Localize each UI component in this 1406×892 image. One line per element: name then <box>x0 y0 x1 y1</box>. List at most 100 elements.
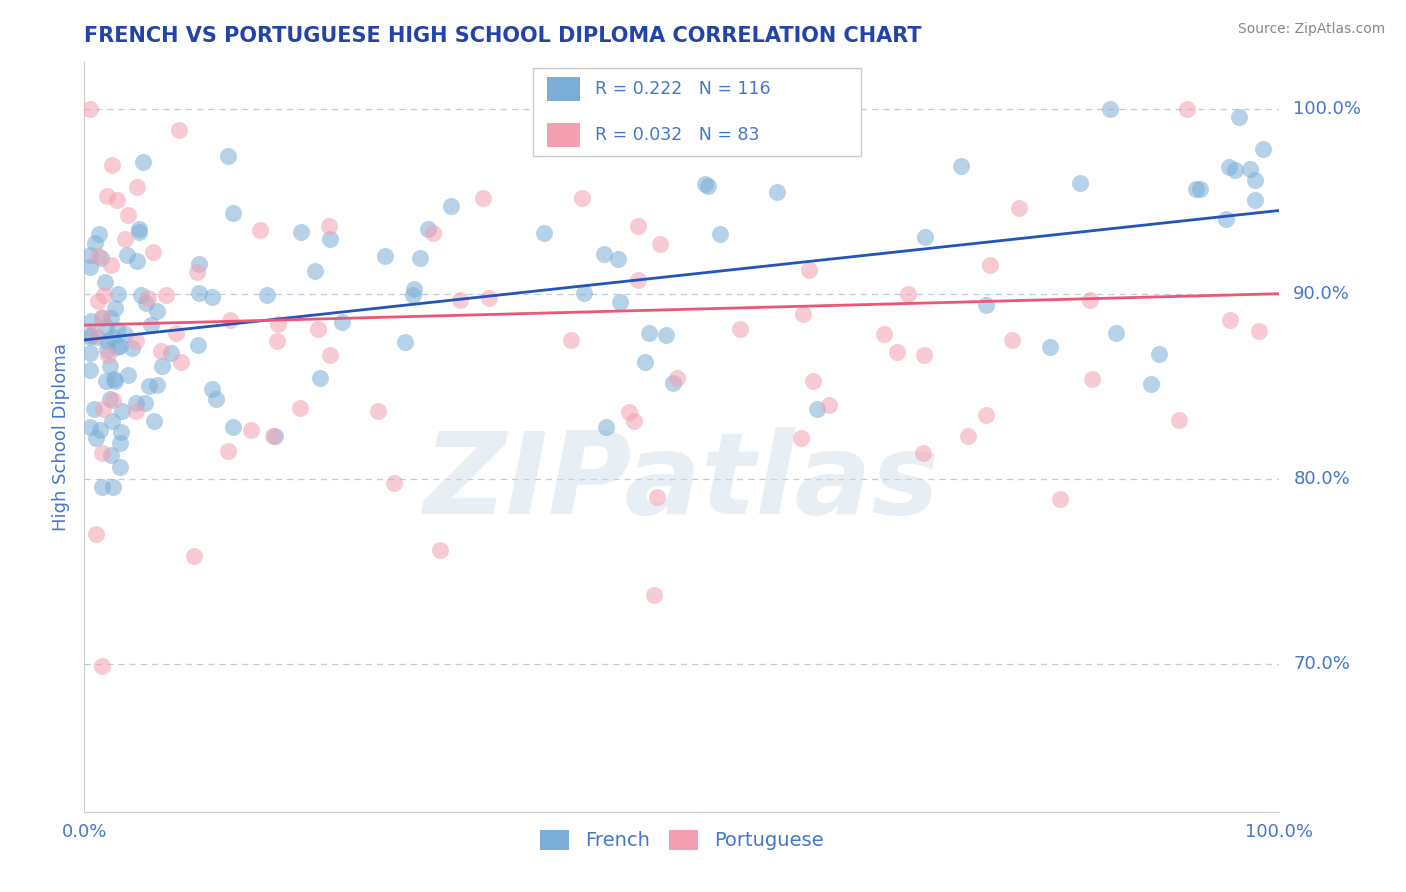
Point <box>117 248 139 262</box>
Point <box>818 398 841 412</box>
Point <box>1167 413 1189 427</box>
Point <box>128 225 150 239</box>
Point <box>111 404 134 418</box>
Point <box>1219 313 1241 327</box>
Point <box>640 102 662 116</box>
Point <box>623 102 645 116</box>
Point <box>125 334 148 349</box>
Point <box>101 413 124 427</box>
Point <box>96 319 118 334</box>
Point <box>93 288 115 302</box>
Point <box>167 122 190 136</box>
Point <box>100 448 122 462</box>
Point <box>136 291 159 305</box>
Point <box>439 198 461 212</box>
Point <box>100 258 122 272</box>
Point <box>429 542 451 557</box>
Point <box>1105 326 1128 340</box>
FancyBboxPatch shape <box>533 68 862 156</box>
Point <box>84 431 107 445</box>
Point <box>169 355 191 369</box>
Point <box>790 431 813 445</box>
Point <box>79 345 101 359</box>
Point <box>87 249 110 263</box>
Point <box>801 374 824 388</box>
Point <box>655 328 678 343</box>
Point <box>1247 324 1270 338</box>
Point <box>84 527 107 541</box>
Point <box>609 295 631 310</box>
Point <box>574 285 596 300</box>
Point <box>103 480 125 494</box>
Point <box>418 221 440 235</box>
Point <box>307 322 329 336</box>
Point <box>201 382 224 396</box>
Point <box>911 446 934 460</box>
Point <box>105 193 128 207</box>
Point <box>595 420 617 434</box>
Point <box>107 323 129 337</box>
Point <box>593 246 616 260</box>
Point <box>89 423 111 437</box>
Point <box>114 232 136 246</box>
Point <box>627 219 650 233</box>
Point <box>709 227 731 241</box>
Point <box>1253 142 1275 156</box>
Point <box>117 368 139 382</box>
Point <box>90 251 112 265</box>
Point <box>183 549 205 563</box>
Point <box>89 227 111 241</box>
Point <box>103 301 125 315</box>
Point <box>105 340 128 354</box>
Point <box>94 275 117 289</box>
Point <box>139 318 162 332</box>
Point <box>1188 182 1211 196</box>
Y-axis label: High School Diploma: High School Diploma <box>52 343 70 531</box>
Point <box>478 291 501 305</box>
Point <box>79 328 101 343</box>
Point <box>188 285 211 300</box>
Point <box>103 392 125 407</box>
Point <box>91 310 114 325</box>
Point <box>290 226 312 240</box>
Point <box>107 286 129 301</box>
Point <box>125 180 148 194</box>
Point <box>101 157 124 171</box>
Point <box>86 330 108 344</box>
Point <box>98 392 121 407</box>
Point <box>1140 376 1163 391</box>
Point <box>472 191 495 205</box>
Point <box>188 257 211 271</box>
Point <box>187 338 209 352</box>
Point <box>80 314 103 328</box>
Point <box>1175 102 1198 116</box>
Point <box>114 326 136 341</box>
Point <box>1078 293 1101 307</box>
Point <box>127 253 149 268</box>
Point <box>914 230 936 244</box>
Point <box>886 345 908 359</box>
Point <box>103 371 125 385</box>
Point <box>571 191 593 205</box>
FancyBboxPatch shape <box>547 77 581 101</box>
Point <box>1007 201 1029 215</box>
Point <box>79 363 101 377</box>
Point <box>319 348 342 362</box>
Point <box>634 355 657 369</box>
Point <box>645 491 668 505</box>
Point <box>728 322 751 336</box>
Point <box>101 330 124 344</box>
Point <box>290 401 312 415</box>
Point <box>697 178 720 193</box>
Point <box>96 189 118 203</box>
Point <box>330 315 353 329</box>
Point <box>217 444 239 458</box>
Point <box>367 404 389 418</box>
Text: Source: ZipAtlas.com: Source: ZipAtlas.com <box>1237 22 1385 37</box>
Point <box>124 395 146 409</box>
Point <box>135 296 157 310</box>
Point <box>217 149 239 163</box>
Point <box>84 236 107 251</box>
Text: FRENCH VS PORTUGUESE HIGH SCHOOL DIPLOMA CORRELATION CHART: FRENCH VS PORTUGUESE HIGH SCHOOL DIPLOMA… <box>84 26 922 45</box>
Point <box>134 396 156 410</box>
